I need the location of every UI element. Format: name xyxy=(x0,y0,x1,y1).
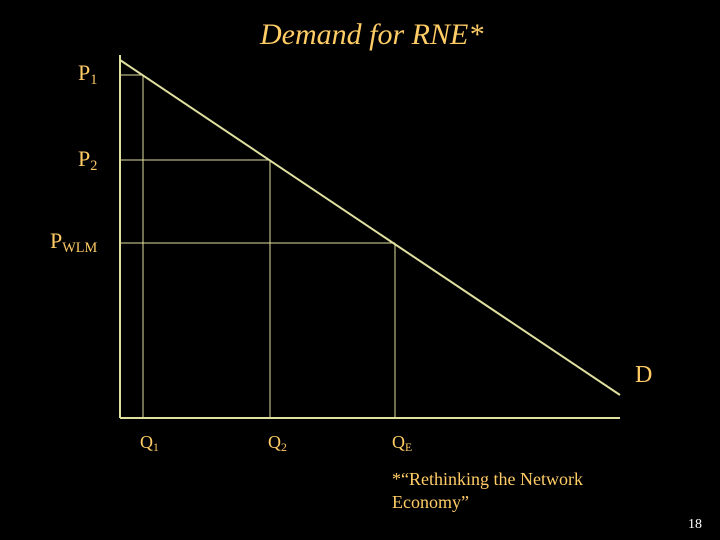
x-label-q1-sub: 1 xyxy=(153,441,159,454)
curve-label-d: D xyxy=(635,362,652,389)
y-label-p1: P1 xyxy=(78,60,97,86)
x-label-q2-base: Q xyxy=(268,432,281,452)
x-label-q2: Q2 xyxy=(268,432,287,453)
chart-title: Demand for RNE* xyxy=(260,18,483,52)
page-number: 18 xyxy=(688,517,702,533)
x-label-q1: Q1 xyxy=(140,432,159,453)
footnote: *“Rethinking the Network Economy” xyxy=(392,468,583,513)
x-label-qe-sub: E xyxy=(405,441,412,454)
footnote-line1: *“Rethinking the Network xyxy=(392,469,583,489)
demand-chart xyxy=(0,0,720,540)
x-label-qe-base: Q xyxy=(392,432,405,452)
slide: { "canvas": { "width": 720, "height": 54… xyxy=(0,0,720,540)
x-label-qe: QE xyxy=(392,432,412,453)
y-label-p2-sub: 2 xyxy=(90,158,97,174)
y-label-p2-base: P xyxy=(78,146,90,171)
x-label-q2-sub: 2 xyxy=(281,441,287,454)
x-label-q1-base: Q xyxy=(140,432,153,452)
y-label-p2: P2 xyxy=(78,146,97,172)
y-label-p1-sub: 1 xyxy=(90,72,97,88)
y-label-pwlm-sub: WLM xyxy=(62,240,97,256)
y-label-pwlm-base: P xyxy=(50,228,62,253)
y-label-pwlm: PWLM xyxy=(50,228,97,254)
footnote-line2: Economy” xyxy=(392,492,469,512)
y-label-p1-base: P xyxy=(78,60,90,85)
